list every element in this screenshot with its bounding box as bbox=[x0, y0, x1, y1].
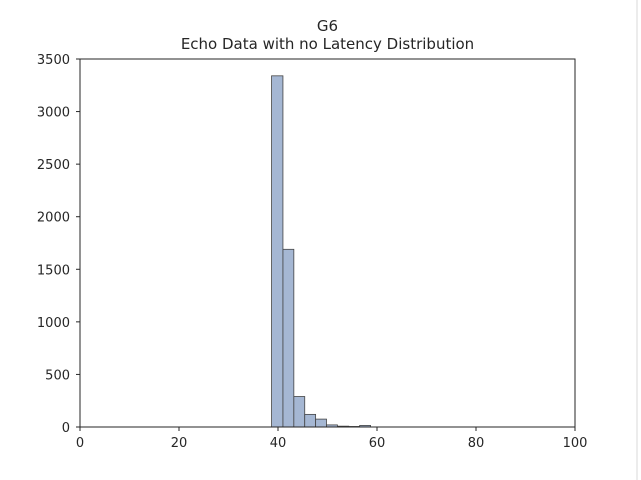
y-tick-label-3: 1500 bbox=[37, 263, 70, 278]
x-tick-label-5: 100 bbox=[563, 436, 588, 451]
histogram-bar-1 bbox=[282, 248, 295, 428]
y-tick-label-5: 2500 bbox=[37, 158, 70, 173]
histogram-bar-3 bbox=[304, 413, 317, 428]
x-tick-label-1: 20 bbox=[171, 436, 188, 451]
y-axis: 0 500 1000 1500 2000 2500 3000 3500 bbox=[37, 53, 80, 436]
histogram-bar-4 bbox=[315, 418, 327, 428]
x-tick-label-0: 0 bbox=[76, 436, 84, 451]
y-tick-label-4: 2000 bbox=[37, 211, 70, 226]
histogram-bar-0 bbox=[271, 75, 284, 428]
x-tick-label-3: 60 bbox=[369, 436, 386, 451]
x-axis: 0 20 40 60 80 100 bbox=[76, 427, 588, 451]
x-tick-label-4: 80 bbox=[468, 436, 485, 451]
y-tick-label-6: 3000 bbox=[37, 106, 70, 121]
plot-frame bbox=[79, 58, 576, 428]
chart-title: G6 bbox=[317, 17, 338, 35]
y-tick-label-2: 1000 bbox=[37, 316, 70, 331]
y-tick-label-0: 0 bbox=[62, 421, 70, 436]
histogram-bar-2 bbox=[293, 396, 306, 428]
x-tick-label-2: 40 bbox=[270, 436, 287, 451]
chart-subtitle: Echo Data with no Latency Distribution bbox=[181, 35, 474, 53]
y-tick-label-1: 500 bbox=[45, 368, 70, 383]
y-tick-label-7: 3500 bbox=[37, 53, 70, 68]
